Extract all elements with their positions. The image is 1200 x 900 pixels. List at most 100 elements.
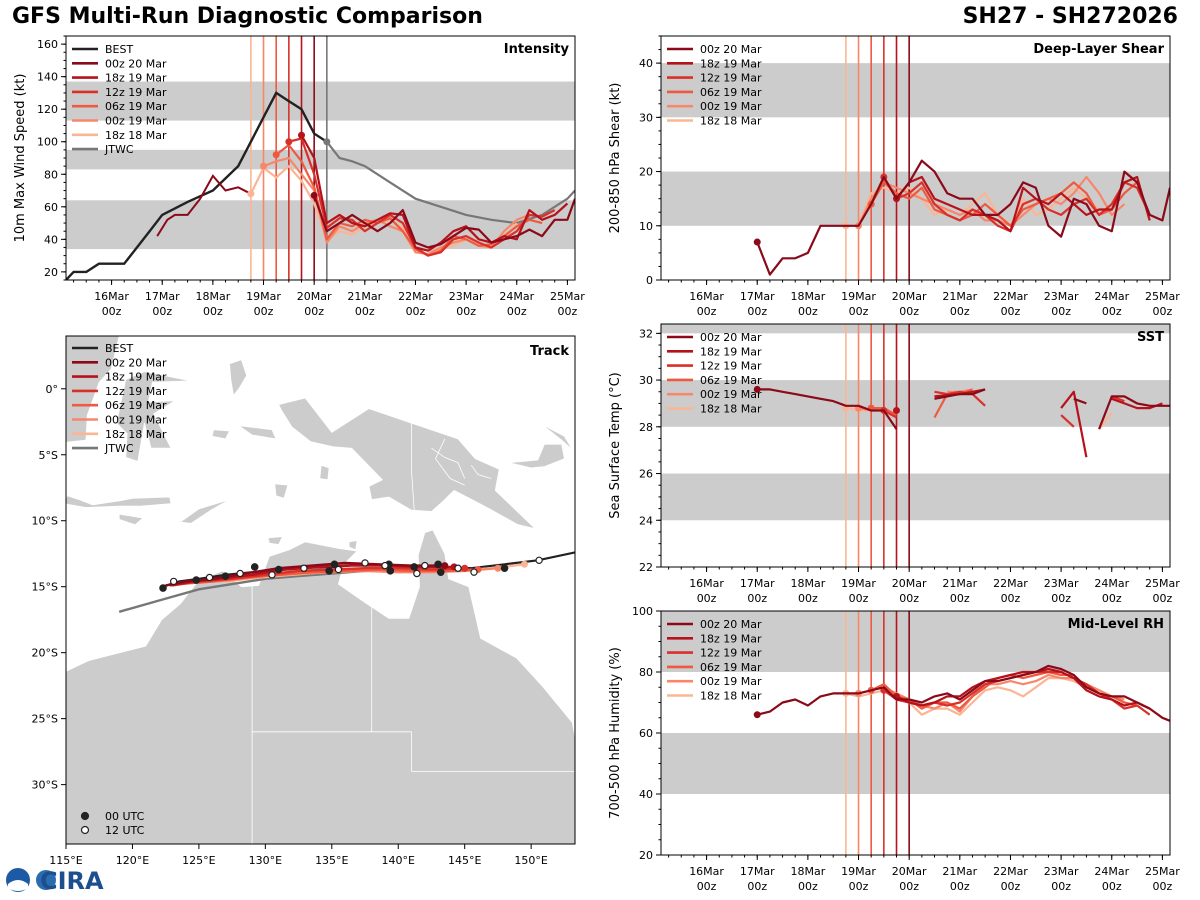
marker-00utc	[386, 567, 395, 575]
x-tick-label: 23Mar	[1044, 290, 1079, 303]
x-tick-label: 25Mar	[550, 290, 585, 303]
legend-label: 06z 19 Mar	[105, 399, 167, 412]
buru-landmass	[211, 429, 231, 440]
run-track-start	[441, 562, 449, 570]
x-tick-sublabel: 00z	[1153, 880, 1173, 893]
marker-00utc	[221, 572, 230, 580]
y-tick-label: 0	[646, 274, 653, 287]
border-indonesia-png	[411, 423, 415, 511]
x-tick-label: 135°E	[315, 854, 348, 867]
x-tick-label: 21Mar	[942, 865, 977, 878]
x-tick-label: 21Mar	[942, 290, 977, 303]
plot-area	[661, 324, 1170, 567]
legend-label: 18z 18 Mar	[700, 403, 762, 416]
sumba-landmass	[118, 513, 145, 526]
x-tick-label: 22Mar	[993, 577, 1028, 590]
x-tick-label: 18Mar	[790, 577, 825, 590]
y-tick-label: 25°S	[32, 713, 58, 726]
groote-eylandt-landmass	[348, 540, 358, 551]
y-tick-label: 15°S	[32, 581, 58, 594]
x-tick-sublabel: 00z	[747, 592, 767, 605]
y-tick-label: 80	[639, 666, 653, 679]
legend-label: 12z 19 Mar	[105, 86, 167, 99]
panel-label: Mid-Level RH	[1068, 617, 1164, 632]
x-tick-sublabel: 00z	[1001, 305, 1021, 318]
series-start-point	[298, 131, 306, 139]
legend-label: 00z 19 Mar	[700, 675, 762, 688]
jtwc-start-point	[323, 138, 331, 146]
x-tick-sublabel: 00z	[1051, 880, 1071, 893]
melville-island-landmass	[267, 536, 284, 545]
legend-label: 00z 20 Mar	[105, 57, 167, 70]
x-tick-label: 16Mar	[689, 290, 724, 303]
x-tick-sublabel: 00z	[950, 880, 970, 893]
y-tick-label: 20	[639, 849, 653, 862]
x-tick-label: 23Mar	[1044, 577, 1079, 590]
x-tick-label: 140°E	[382, 854, 415, 867]
x-tick-sublabel: 00z	[798, 880, 818, 893]
marker-12utc	[361, 559, 369, 567]
series-line	[870, 181, 1138, 227]
legend-label: 00z 19 Mar	[105, 414, 167, 427]
x-tick-sublabel: 00z	[950, 592, 970, 605]
x-tick-label: 17Mar	[740, 865, 775, 878]
legend-label: 12z 19 Mar	[700, 647, 762, 660]
x-tick-label: 20Mar	[297, 290, 332, 303]
x-tick-sublabel: 00z	[1051, 305, 1071, 318]
seram-landmass	[238, 425, 277, 440]
x-tick-sublabel: 00z	[152, 305, 172, 318]
x-tick-sublabel: 00z	[558, 305, 578, 318]
series-start-point	[272, 151, 280, 159]
legend-label: 18z 18 Mar	[700, 690, 762, 703]
x-tick-label: 25Mar	[1145, 865, 1180, 878]
legend-label: JTWC	[104, 143, 134, 156]
logo-text: CIRA	[40, 867, 104, 894]
series-line	[1060, 390, 1088, 458]
panel-rh: 20 40 60 80 100 16Mar 00z 17Mar 00z 18Mar 00z 19Mar…	[608, 605, 1180, 893]
y-axis-label: 10m Max Wind Speed (kt)	[13, 74, 28, 243]
plot-area	[661, 36, 1170, 280]
shaded-band	[66, 81, 575, 121]
y-tick-label: 40	[639, 788, 653, 801]
shaded-band	[661, 63, 1170, 118]
y-tick-label: 60	[44, 201, 58, 214]
x-tick-label: 19Mar	[246, 290, 281, 303]
y-tick-label: 100	[37, 136, 58, 149]
x-tick-sublabel: 00z	[406, 305, 426, 318]
panel-intensity: 20 40 60 80 100 120 140 160 16Mar 00z 17Mar 00z 18Ma…	[13, 35, 585, 318]
marker-12utc	[470, 568, 478, 576]
x-tick-label: 25Mar	[1145, 290, 1180, 303]
legend-label: 18z 19 Mar	[105, 371, 167, 384]
series-start-point	[260, 162, 268, 170]
shaded-band	[661, 733, 1170, 794]
y-tick-label: 10°S	[32, 515, 58, 528]
y-tick-label: 60	[639, 727, 653, 740]
x-tick-label: 16Mar	[689, 865, 724, 878]
x-tick-sublabel: 00z	[1102, 592, 1122, 605]
legend-label: 06z 19 Mar	[105, 100, 167, 113]
series-line	[895, 175, 1151, 233]
x-tick-label: 17Mar	[740, 290, 775, 303]
storm-id-title: SH27 - SH272026	[962, 4, 1178, 29]
y-tick-label: 40	[639, 57, 653, 70]
y-tick-label: 30°S	[32, 779, 58, 792]
map-frame	[65, 335, 576, 845]
jtwc-line	[325, 141, 575, 225]
marker-00utc	[250, 563, 259, 571]
marker-12utc	[205, 573, 214, 582]
y-tick-label: 140	[37, 71, 58, 84]
legend-label: 00z 20 Mar	[700, 43, 762, 56]
x-tick-label: 24Mar	[1094, 290, 1129, 303]
y-tick-label: 30	[639, 111, 653, 124]
x-tick-sublabel: 00z	[747, 880, 767, 893]
cira-logo: CIRA	[6, 867, 104, 894]
marker-12utc	[413, 569, 421, 578]
panel-label: Intensity	[504, 42, 570, 57]
legend-label: 00z 20 Mar	[105, 356, 167, 369]
x-tick-sublabel: 00z	[1051, 592, 1071, 605]
x-tick-label: 24Mar	[1094, 865, 1129, 878]
best-analysis-line	[156, 174, 252, 237]
new-ireland-landmass	[541, 424, 573, 450]
y-tick-label: 80	[44, 168, 58, 181]
